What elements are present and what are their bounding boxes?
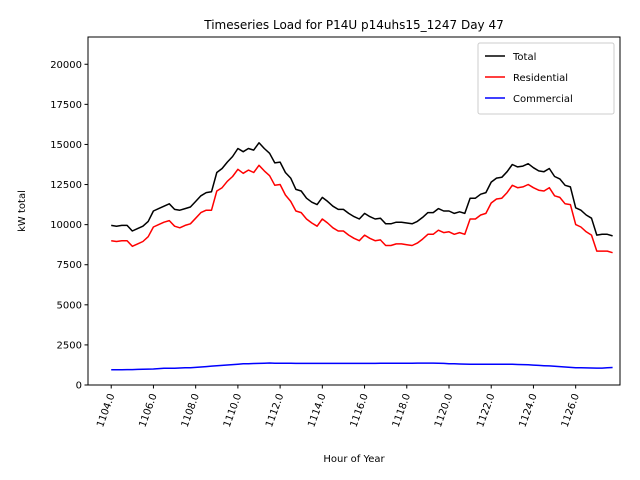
chart-title: Timeseries Load for P14U p14uhs15_1247 D… xyxy=(203,18,504,32)
legend-label-commercial: Commercial xyxy=(513,94,573,105)
y-tick-label: 2500 xyxy=(57,340,82,351)
series-line-total xyxy=(111,142,613,237)
series-line-commercial xyxy=(111,362,613,371)
y-axis-title: kW total xyxy=(17,190,28,232)
legend: Total Residential Commercial xyxy=(477,42,615,115)
y-tick-label: 12500 xyxy=(50,180,82,191)
legend-box xyxy=(477,42,615,115)
y-tick-label: 17500 xyxy=(50,100,82,111)
x-axis-title: Hour of Year xyxy=(323,454,385,465)
legend-label-total: Total xyxy=(512,52,536,63)
y-axis: 0 2500 5000 7500 10000 12500 15000 17500 20000 xyxy=(50,60,88,392)
plot-frame xyxy=(87,36,621,386)
y-tick-label: 15000 xyxy=(50,140,82,151)
series-line-residential xyxy=(111,164,613,254)
y-tick-label: 5000 xyxy=(57,300,82,311)
y-tick-label: 10000 xyxy=(50,220,82,231)
series-lines xyxy=(111,142,613,371)
y-tick-label: 0 xyxy=(76,381,82,392)
y-tick-label: 7500 xyxy=(57,260,82,271)
legend-label-residential: Residential xyxy=(513,73,568,84)
y-tick-label: 20000 xyxy=(50,60,82,71)
